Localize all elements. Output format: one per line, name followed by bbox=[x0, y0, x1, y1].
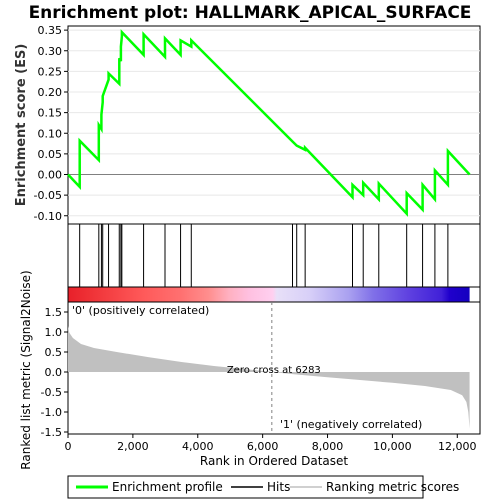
x-tick-label: 6,000 bbox=[247, 440, 279, 453]
metric-y-axis-label: Ranked list metric (Signal2Noise) bbox=[19, 270, 33, 469]
legend: Enrichment profile Hits Ranking metric s… bbox=[67, 475, 459, 499]
ranking-colorbar bbox=[68, 287, 470, 302]
x-tick-label: 0 bbox=[65, 440, 72, 453]
enrichment-profile-line bbox=[67, 29, 471, 217]
es-tick-label: -0.10 bbox=[34, 210, 62, 223]
legend-hits-label: Hits bbox=[267, 480, 290, 494]
legend-enrichment-label: Enrichment profile bbox=[112, 480, 223, 494]
hits-panel bbox=[67, 223, 481, 303]
metric-tick-label: 0.0 bbox=[45, 366, 63, 379]
metric-tick-label: -0.5 bbox=[41, 386, 62, 399]
es-y-ticks: 0.35 0.30 0.25 0.20 0.15 0.10 0.05 0.00 -0.05 -0.… bbox=[34, 24, 68, 223]
metric-y-ticks: 1.5 1.0 0.5 0.0 -0.5 -1.0 -1.5 bbox=[41, 306, 68, 439]
es-tick-label: 0.25 bbox=[38, 65, 63, 78]
metric-tick-label: -1.0 bbox=[41, 406, 62, 419]
es-gridlines bbox=[68, 29, 480, 217]
zero-cross-label: Zero cross at 6283 bbox=[227, 365, 321, 376]
x-axis-ticks: 0 2,000 4,000 6,000 8,000 10,000 12,000 bbox=[65, 434, 477, 453]
chart-title: Enrichment plot: HALLMARK_APICAL_SURFACE bbox=[29, 3, 472, 23]
legend-metric-label: Ranking metric scores bbox=[326, 480, 459, 494]
es-tick-label: -0.05 bbox=[34, 189, 62, 202]
metric-tick-label: -1.5 bbox=[41, 426, 62, 439]
es-tick-label: 0.10 bbox=[38, 127, 63, 140]
es-y-axis-label: Enrichment score (ES) bbox=[14, 44, 29, 207]
metric-tick-label: 1.5 bbox=[45, 306, 63, 319]
positive-correlation-label: '0' (positively correlated) bbox=[72, 304, 209, 317]
x-axis-label: Rank in Ordered Dataset bbox=[200, 454, 348, 468]
es-tick-label: 0.20 bbox=[38, 86, 63, 99]
x-tick-label: 10,000 bbox=[373, 440, 412, 453]
ranking-metric-area bbox=[68, 326, 470, 429]
es-tick-label: 0.05 bbox=[38, 148, 63, 161]
metric-tick-label: 1.0 bbox=[45, 326, 63, 339]
es-tick-label: 0.15 bbox=[38, 107, 63, 120]
x-tick-label: 4,000 bbox=[182, 440, 214, 453]
metric-panel: Zero cross at 6283 '0' (positively corre… bbox=[19, 270, 481, 470]
negative-correlation-label: '1' (negatively correlated) bbox=[280, 418, 422, 431]
es-panel: 0.35 0.30 0.25 0.20 0.15 0.10 0.05 0.00 -0.05 -0.… bbox=[14, 24, 481, 225]
hit-marks bbox=[79, 224, 449, 287]
es-tick-label: 0.30 bbox=[38, 45, 63, 58]
es-panel-frame bbox=[67, 25, 481, 225]
x-tick-label: 2,000 bbox=[117, 440, 149, 453]
hits-panel-frame bbox=[67, 223, 481, 288]
x-tick-label: 8,000 bbox=[312, 440, 344, 453]
es-tick-label: 0.35 bbox=[38, 24, 63, 37]
es-tick-label: 0.00 bbox=[38, 169, 63, 182]
x-tick-label: 12,000 bbox=[438, 440, 477, 453]
metric-tick-label: 0.5 bbox=[45, 346, 63, 359]
